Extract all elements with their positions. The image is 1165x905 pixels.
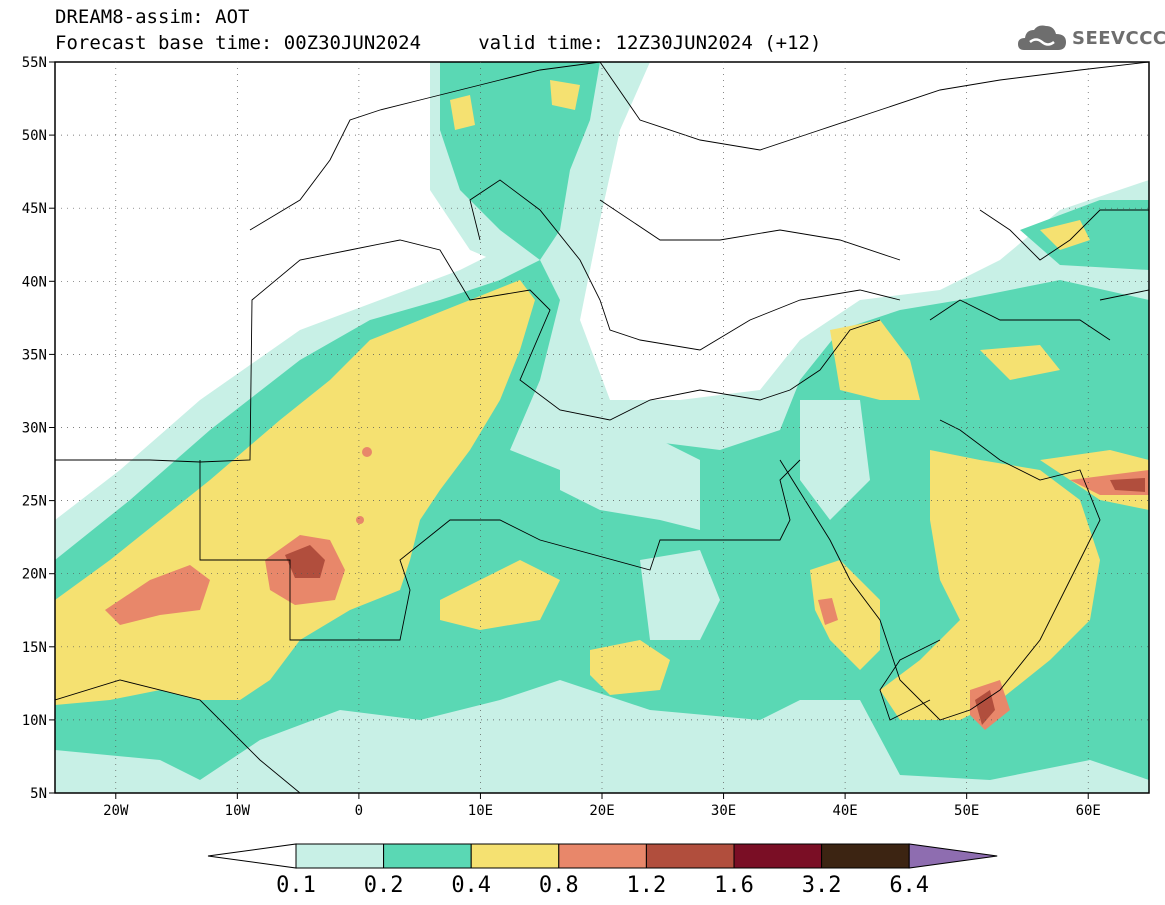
lon-tick-label: 60E [1076,803,1101,819]
colorbar-label: 3.2 [802,873,842,898]
colorbar-under-triangle [207,843,297,869]
map-title: DREAM8-assim: AOT [55,6,250,28]
lat-tick-label: 45N [22,201,47,217]
colorbar-swatch [733,843,823,869]
colorbar-swatch [470,843,560,869]
logo-text: SEEVCCC [1072,28,1165,49]
lon-tick-label: 10W [225,803,251,819]
lat-tick-label: 5N [30,786,47,802]
gridlines [55,62,1149,793]
lon-tick-label: 20E [589,803,614,819]
colorbar-label: 0.8 [539,873,579,898]
aod-1.2-region [285,545,325,578]
colorbar-swatch [558,843,647,869]
forecast-times: Forecast base time: 00Z30JUN2024 valid t… [55,32,822,54]
lat-tick-label: 20N [22,567,47,583]
colorbar-swatch [383,843,472,869]
colorbar-label: 0.2 [364,873,404,898]
cloud-icon [1018,25,1066,50]
colorbar-label: 1.2 [627,873,667,898]
lon-tick-label: 40E [832,803,857,819]
lon-tick-label: 0 [355,803,363,819]
colorbar-label: 6.4 [889,873,929,898]
colorbar-swatch [295,843,385,869]
colorbar-label: 1.6 [714,873,754,898]
colorbar-swatch [821,843,910,869]
lon-tick-label: 50E [954,803,979,819]
aod-0.8-region [105,565,210,625]
lat-tick-label: 50N [22,128,47,144]
lat-tick-label: 40N [22,274,47,290]
colorbar-over-triangle [908,843,998,869]
lat-tick-label: 10N [22,713,47,729]
lat-tick-labels: 55N 50N 45N 40N 35N 30N 25N 20N 15N 10N 5N [22,55,55,802]
lat-tick-label: 35N [22,347,47,363]
coastlines [55,62,1149,793]
colorbar-label: 0.4 [451,873,491,898]
lon-tick-label: 10E [468,803,493,819]
lat-tick-label: 15N [22,640,47,656]
lat-tick-label: 25N [22,494,47,510]
colorbar-label: 0.1 [276,873,316,898]
lon-tick-labels: 20W 10W 0 10E 20E 30E 40E 50E 60E [103,793,1101,819]
lon-tick-label: 20W [103,803,129,819]
seevccc-logo: SEEVCCC [1016,20,1165,60]
colorbar-swatch [645,843,735,869]
lat-tick-label: 30N [22,421,47,437]
lat-tick-label: 55N [22,55,47,71]
lon-tick-label: 30E [711,803,736,819]
